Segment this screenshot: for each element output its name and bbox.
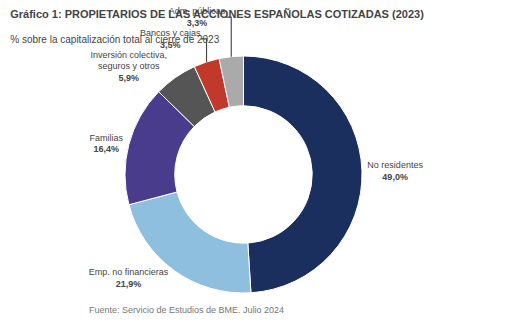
svg-text:Fuente: Servicio de Estudios d: Fuente: Servicio de Estudios de BME. Jul… — [89, 305, 284, 315]
svg-text:Bancos y cajas3,5%: Bancos y cajas3,5% — [140, 28, 201, 50]
svg-text:Familias16,4%: Familias16,4% — [89, 133, 123, 155]
svg-text:Adm. públicas3,3%: Adm. públicas3,3% — [169, 6, 226, 28]
svg-text:% sobre la capitalización tota: % sobre la capitalización total al cierr… — [10, 34, 219, 45]
svg-text:Inversión colectiva,seguros y: Inversión colectiva,seguros y otros5,9% — [90, 50, 167, 83]
svg-text:Gráfico 1: PROPIETARIOS DE LAS: Gráfico 1: PROPIETARIOS DE LAS ACCIONES … — [10, 8, 424, 20]
svg-text:No residentes49,0%: No residentes49,0% — [367, 160, 423, 182]
svg-text:Emp. no financieras21,9%: Emp. no financieras21,9% — [89, 267, 169, 289]
